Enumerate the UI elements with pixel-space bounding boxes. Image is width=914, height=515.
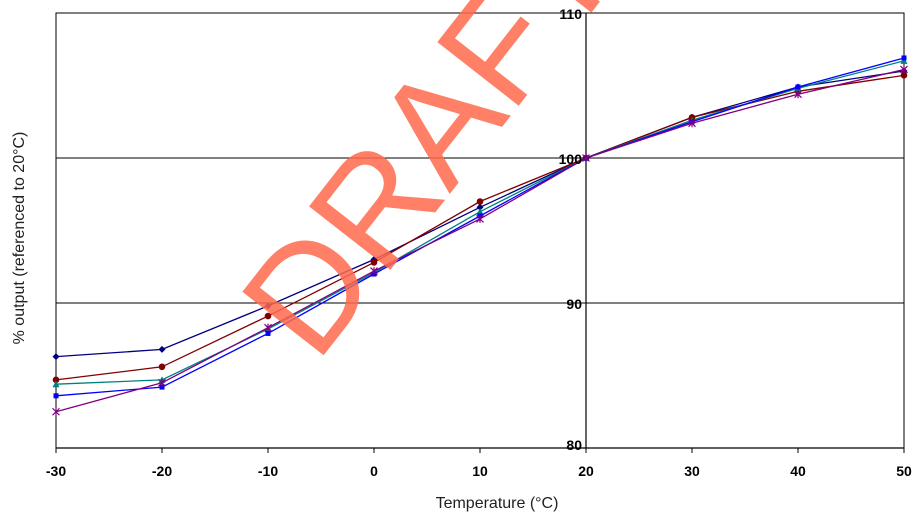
data-point [265,330,271,336]
data-point [582,154,590,162]
axes [55,13,905,453]
data-point [159,384,165,390]
data-point [52,353,60,361]
data-point [53,393,59,399]
x-tick-label: -20 [152,463,172,479]
y-tick-label: 100 [559,151,583,167]
data-point [900,72,908,79]
x-tick-label: -30 [46,463,66,479]
data-point [476,203,484,211]
y-tick-labels: 80 90 100 110 [559,6,583,453]
x-tick-label: 0 [370,463,378,479]
data-point [52,407,60,416]
x-tick-label: 40 [790,463,806,479]
data-point [688,119,696,128]
data-point [901,55,907,61]
data-point [476,208,484,215]
data-point [900,57,908,64]
x-axis-title: Temperature (°C) [436,495,559,512]
series-layer [52,55,908,416]
data-point [52,376,60,384]
x-tick-labels: -30 -20 -10 0 10 20 30 40 50 [46,463,912,479]
y-tick-label: 80 [566,437,582,453]
data-point [370,259,378,266]
series-5 [52,65,908,416]
x-tick-label: 20 [578,463,594,479]
plot-area [55,12,905,449]
y-tick-label: 90 [566,296,582,312]
data-point [52,380,60,388]
x-tick-label: 10 [472,463,488,479]
data-point [476,214,484,223]
data-point [158,345,166,353]
x-tick-label: -10 [258,463,278,479]
data-point [264,302,272,310]
data-point [370,267,378,276]
data-point [158,363,166,371]
x-tick-label: 30 [684,463,700,479]
data-point [264,312,272,320]
data-point [900,65,908,74]
y-tick-label: 110 [559,6,582,22]
data-point [476,198,484,205]
x-tick-label: 50 [896,463,912,479]
data-point [264,323,272,332]
data-point [158,378,166,387]
data-point [794,90,802,99]
plot-frame [55,12,905,449]
y-axis-title: % output (referenced to 20°C) [11,132,28,345]
data-point [795,84,801,90]
gridlines [56,157,904,304]
